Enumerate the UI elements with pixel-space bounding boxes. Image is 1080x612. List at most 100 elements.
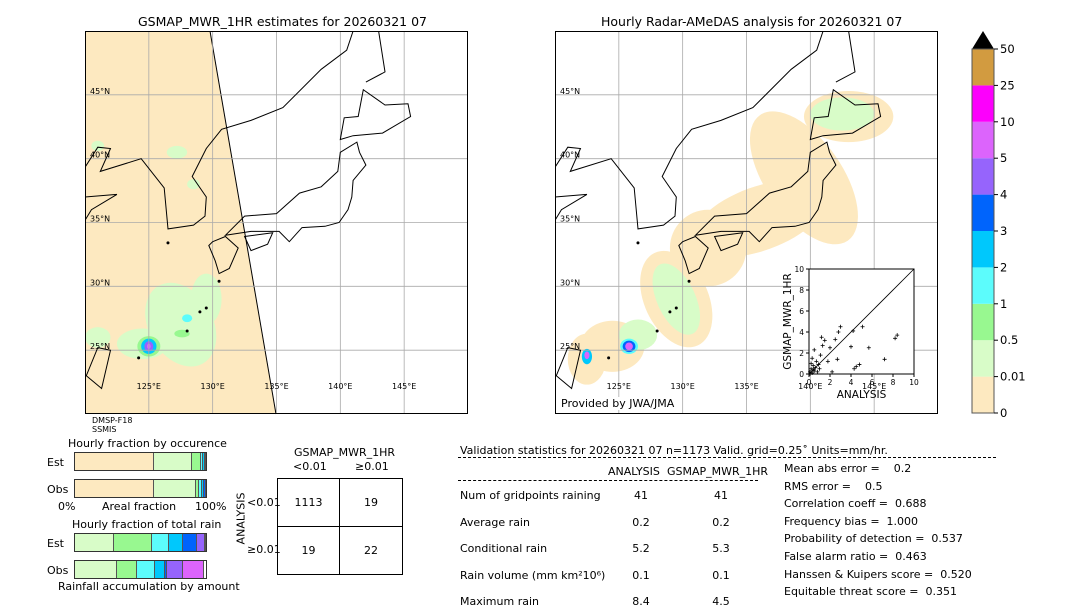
colorbar-tick-label: 2 — [1000, 260, 1007, 274]
occ-xtick-right: 100% — [195, 500, 227, 513]
lat-tick-label: 45°N — [90, 87, 110, 96]
data-point — [836, 330, 841, 334]
stats-b: 41 — [714, 489, 728, 502]
stats-b: 0.2 — [712, 515, 730, 529]
data-point — [811, 363, 816, 368]
bar-segment — [75, 480, 154, 497]
bar-segment — [191, 453, 201, 470]
bar-segment — [75, 453, 154, 470]
data-point — [816, 362, 821, 367]
bar-segment — [200, 453, 204, 470]
x-tick-label: 8 — [891, 378, 896, 387]
lon-tick-label: 140°E — [798, 382, 822, 391]
data-point — [830, 369, 835, 374]
score-line: False alarm ratio = 0.463 — [784, 550, 927, 563]
occ-obs-label: Obs — [47, 483, 69, 496]
colorbar-tick-label: 25 — [1000, 78, 1015, 92]
score-line: RMS error = 0.5 — [784, 479, 883, 493]
data-credit: Provided by JWA/JMA — [561, 397, 675, 410]
bar-segment — [167, 561, 184, 578]
contingency-col-title: GSMAP_MWR_1HR — [294, 446, 396, 459]
bar-segment — [153, 453, 192, 470]
bar-segment — [202, 480, 204, 497]
rain-area — [85, 327, 111, 348]
coastline-sakhalin — [365, 31, 386, 83]
divider — [458, 480, 758, 481]
colorbar-segment — [972, 121, 994, 159]
colorbar-tick-label: 10 — [1000, 115, 1015, 129]
score-line: Hanssen & Kuipers score = 0.520 — [784, 567, 972, 581]
coastline-hokkaido — [809, 88, 882, 141]
rain-area — [182, 314, 193, 323]
coastline-china — [555, 193, 588, 222]
contingency-row-label: <0.01 — [247, 496, 281, 509]
stats-col-gsmap: GSMAP_MWR_1HR — [667, 465, 769, 478]
bar-segment — [165, 561, 168, 578]
x-tick-label: 0 — [807, 378, 812, 387]
lon-tick-label: 145°E — [392, 382, 416, 391]
bar-segment — [205, 534, 206, 551]
colorbar-segment — [972, 194, 994, 231]
contingency-cell: 19 — [340, 479, 402, 527]
island — [166, 241, 170, 245]
rain-area — [584, 351, 590, 360]
contingency-col-label: ≥0.01 — [355, 460, 389, 473]
score-line: Equitable threat score = 0.351 — [784, 585, 957, 599]
bar-segment — [204, 453, 206, 470]
rain-area — [91, 140, 105, 152]
fraction-bar-est — [74, 452, 207, 471]
data-point — [852, 366, 857, 371]
colorbar-tick-label: 3 — [1000, 224, 1007, 238]
lon-tick-label: 130°E — [671, 382, 695, 391]
data-point — [819, 335, 824, 340]
rain-area — [625, 342, 633, 351]
occ-xtick-left: 0% — [58, 500, 76, 513]
data-point — [815, 369, 820, 374]
coastline-shikoku — [243, 232, 274, 252]
data-point — [810, 356, 815, 361]
colorbar-tick-label: 0 — [1000, 406, 1007, 420]
x-tick-label: 10 — [909, 378, 919, 387]
bar-segment — [114, 534, 152, 551]
contingency-col-label: <0.01 — [293, 460, 327, 473]
colorbar-segment — [972, 49, 994, 86]
coastline-kyushu — [678, 235, 709, 275]
divider — [458, 457, 996, 458]
rain-area — [810, 97, 875, 131]
occ-est-label: Est — [47, 456, 64, 469]
coastline-hokkaido — [339, 88, 412, 141]
stats-a: 0.1 — [632, 568, 650, 582]
data-point — [808, 372, 813, 376]
stats-a: 0.2 — [632, 515, 650, 529]
data-point — [895, 333, 900, 338]
y-tick-label: 6 — [799, 307, 804, 316]
bar-segment — [203, 453, 205, 470]
contingency-row-label: ≥0.01 — [247, 543, 281, 556]
bar-segment — [153, 480, 196, 497]
island — [198, 310, 202, 314]
coastline-honshu — [223, 141, 367, 243]
data-point — [835, 357, 840, 362]
island — [204, 306, 208, 310]
bar-segment — [197, 534, 205, 551]
rain-fraction-title: Hourly fraction of total rain — [72, 518, 222, 531]
y-tick-label: 0 — [799, 370, 804, 379]
x-tick-label: 2 — [828, 378, 833, 387]
colorbar: 0 0.01 0.5 1 2 3 4 5 10 25 50 — [971, 31, 1025, 420]
colorbar-segment — [972, 85, 994, 122]
stats-a: 8.4 — [632, 595, 650, 608]
score-line: Correlation coeff = 0.688 — [784, 497, 927, 511]
bar-segment — [203, 480, 206, 497]
coastline-sakhalin — [835, 31, 856, 83]
coastline-china — [85, 193, 118, 222]
data-point — [825, 359, 830, 364]
lon-tick-label: 145°E — [862, 382, 886, 391]
stats-label: Rain volume (mm km²10⁶) — [460, 568, 606, 582]
lat-tick-label: 30°N — [560, 278, 580, 287]
data-point — [828, 345, 832, 350]
island — [607, 356, 611, 360]
colorbar-tick-label: 1 — [1000, 297, 1007, 311]
data-point — [860, 324, 865, 329]
scatter-inset: 0 2 4 6 8 10 0 2 4 6 8 10 ANALYSIS GSMAP_MWR_1HR — [782, 265, 919, 401]
